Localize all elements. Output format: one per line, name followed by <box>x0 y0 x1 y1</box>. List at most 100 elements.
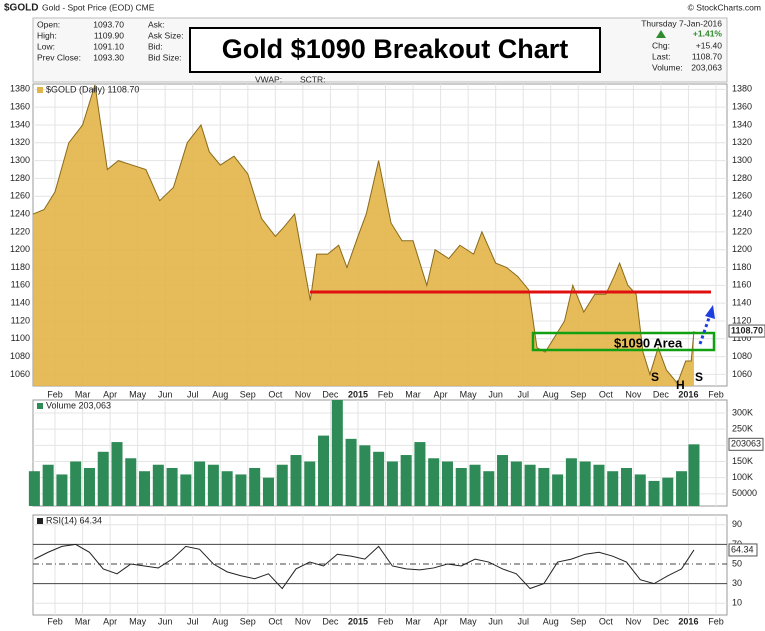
field-value: 1091.10 <box>93 41 124 51</box>
support-box <box>531 331 716 352</box>
volume-bar <box>579 461 591 506</box>
y-tick-label: 1140 <box>732 298 751 308</box>
y-tick-label: 1200 <box>732 244 752 254</box>
field-value: 203,063 <box>691 62 722 72</box>
volume-bar <box>180 474 192 506</box>
y-tick-label: 50 <box>732 558 742 568</box>
volume-bar <box>441 461 453 506</box>
legend: $GOLD (Daily) 1108.70 <box>46 84 139 94</box>
y-tick-label: 1380 <box>732 84 752 94</box>
x-tick-label: Mar <box>75 616 91 626</box>
x-tick-label: Oct <box>268 389 283 399</box>
field-label: Chg: <box>652 40 670 50</box>
x-tick-label: 2016 <box>678 616 698 626</box>
area-label: $1090 Area <box>614 335 683 350</box>
field-value: 1109.90 <box>94 30 124 40</box>
y-tick-label: 10 <box>732 598 742 608</box>
x-tick-label: Sep <box>240 389 256 399</box>
y-tick-label: 30 <box>732 578 742 588</box>
y-tick-label: 1120 <box>732 315 751 325</box>
volume-bar <box>414 442 426 506</box>
title-box <box>189 27 601 73</box>
field-label: SCTR: <box>300 74 326 84</box>
y-tick-label: 1080 <box>732 351 752 361</box>
volume-bar <box>194 461 206 506</box>
y-tick-label: 1320 <box>10 137 30 147</box>
volume-bar <box>593 464 605 506</box>
x-tick-label: Aug <box>543 389 559 399</box>
x-tick-label: Aug <box>212 616 228 626</box>
price-line <box>32 84 695 385</box>
volume-bar <box>373 451 385 506</box>
x-tick-label: Jul <box>517 389 529 399</box>
volume-bar <box>497 455 509 506</box>
volume-bar <box>139 471 151 506</box>
plots: 1060 1060 1080 1080 1100 1100 1120 1120 1140 1140… <box>10 83 765 626</box>
x-tick-label: Apr <box>103 616 117 626</box>
symbol: $GOLD <box>4 3 38 14</box>
volume-bar <box>70 461 82 506</box>
legend: Volume 203,063 <box>46 400 111 410</box>
x-tick-label: Mar <box>75 389 91 399</box>
volume-bar <box>166 467 178 506</box>
volume-bar <box>634 474 646 506</box>
x-tick-label: Sep <box>570 616 586 626</box>
x-tick-label: Aug <box>212 389 228 399</box>
volume-bar <box>318 435 330 506</box>
legend-swatch <box>37 403 43 409</box>
y-tick-label: 1160 <box>732 280 751 290</box>
last-box <box>728 324 765 338</box>
volume-bar <box>97 451 109 506</box>
x-tick-label: Apr <box>434 616 448 626</box>
volume-bar <box>235 474 247 506</box>
volume-bar <box>386 461 398 506</box>
legend-swatch <box>37 518 43 524</box>
y-tick-label: 1360 <box>10 102 30 112</box>
x-tick-label: Feb <box>47 616 63 626</box>
date: Thursday 7-Jan-2016 <box>641 18 722 28</box>
rsi-line <box>34 543 695 590</box>
x-tick-label: Feb <box>708 616 724 626</box>
volume-bar <box>688 444 700 506</box>
volume-bar <box>56 474 68 506</box>
x-tick-label: 2015 <box>348 389 368 399</box>
title: Gold $1090 Breakout Chart <box>222 34 569 64</box>
x-tick-label: May <box>460 389 478 399</box>
x-tick-label: May <box>129 389 147 399</box>
x-tick-label: Oct <box>599 616 614 626</box>
x-tick-label: Mar <box>405 389 421 399</box>
change-pct: +1.41% <box>693 28 723 38</box>
head-label: H <box>676 378 685 392</box>
y-tick-label: 90 <box>732 519 742 529</box>
x-tick-label: Jun <box>488 616 503 626</box>
field-label: Open: <box>37 19 60 29</box>
volume-bar <box>152 464 164 506</box>
volume-bar <box>221 471 233 506</box>
volume-bar <box>510 461 522 506</box>
volume-bar <box>304 461 316 506</box>
y-tick-label: 1120 <box>11 315 30 325</box>
y-tick-label: 1320 <box>732 137 752 147</box>
y-tick-label: 1100 <box>11 333 30 343</box>
x-tick-label: Feb <box>708 389 724 399</box>
volume-bar <box>276 464 288 506</box>
y-tick-label: 1080 <box>10 351 30 361</box>
breakout-arrow <box>698 314 712 345</box>
volume-bar <box>648 480 660 506</box>
x-tick-label: Aug <box>543 616 559 626</box>
volume-bar <box>483 471 495 506</box>
field-label: Bid Size: <box>148 52 182 62</box>
y-tick-label: 1300 <box>732 155 752 165</box>
volume-bar <box>428 458 440 506</box>
y-tick-label: 1180 <box>732 262 751 272</box>
x-tick-label: Dec <box>322 616 339 626</box>
field-label: Bid: <box>148 41 163 51</box>
y-tick-label: 50000 <box>732 488 757 498</box>
x-tick-label: May <box>460 616 478 626</box>
x-tick-label: May <box>129 616 147 626</box>
last-box <box>728 437 764 451</box>
credit: © StockCharts.com <box>688 2 761 12</box>
volume-bar <box>565 458 577 506</box>
x-tick-label: Jul <box>187 389 199 399</box>
x-tick-label: Apr <box>103 389 117 399</box>
